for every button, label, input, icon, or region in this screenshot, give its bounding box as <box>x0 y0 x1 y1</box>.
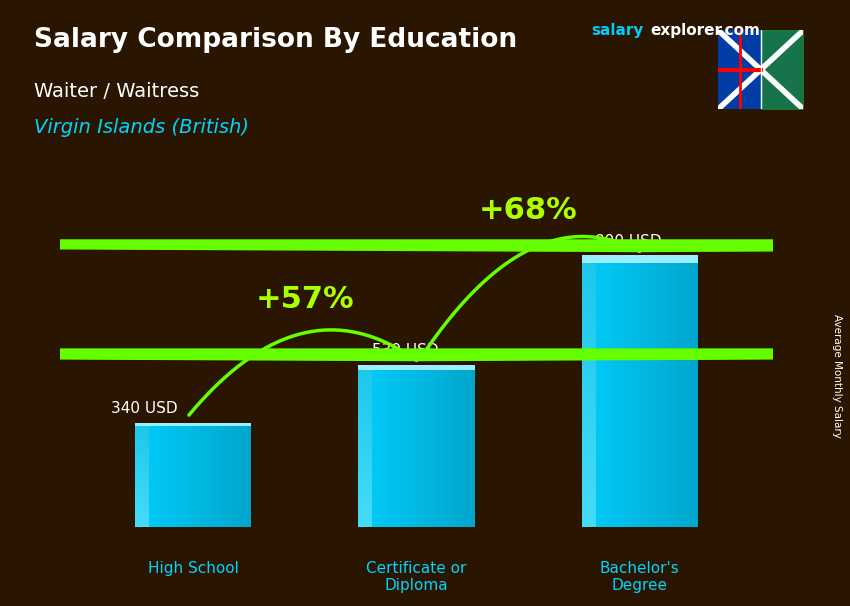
Bar <box>581 255 698 264</box>
Text: salary: salary <box>591 23 643 38</box>
Bar <box>135 423 252 427</box>
Text: Virgin Islands (British): Virgin Islands (British) <box>34 118 249 137</box>
Text: Salary Comparison By Education: Salary Comparison By Education <box>34 27 517 53</box>
Text: +68%: +68% <box>479 196 577 225</box>
Text: Certificate or
Diploma: Certificate or Diploma <box>366 561 467 593</box>
Text: Waiter / Waitress: Waiter / Waitress <box>34 82 199 101</box>
Text: 530 USD: 530 USD <box>372 343 439 358</box>
Polygon shape <box>0 240 850 251</box>
Text: 890 USD: 890 USD <box>595 234 662 249</box>
Text: explorer: explorer <box>650 23 722 38</box>
Text: 340 USD: 340 USD <box>111 401 178 416</box>
Text: Average Monthly Salary: Average Monthly Salary <box>832 314 842 438</box>
Text: Bachelor's
Degree: Bachelor's Degree <box>600 561 679 593</box>
Text: .com: .com <box>720 23 761 38</box>
Text: +57%: +57% <box>256 285 354 315</box>
Bar <box>359 365 474 370</box>
Polygon shape <box>0 349 850 361</box>
Text: High School: High School <box>148 561 239 576</box>
